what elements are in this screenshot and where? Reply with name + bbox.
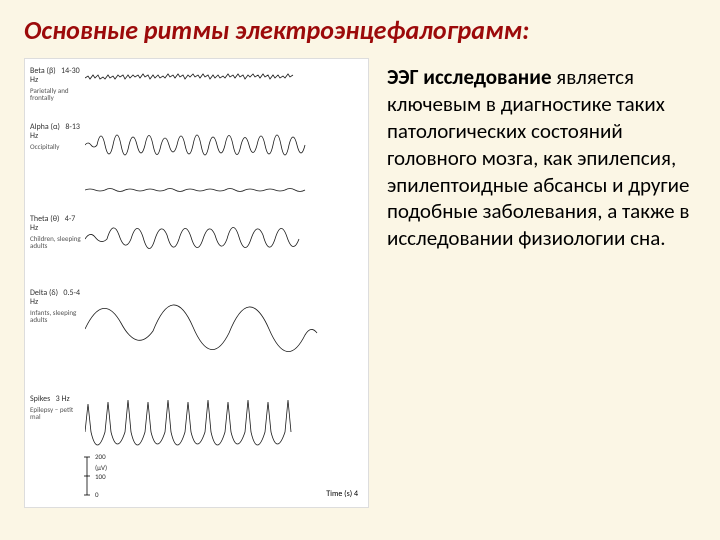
eeg-waveform xyxy=(85,289,323,364)
eeg-row-label: Delta (δ) 0.5-4 HzInfants, sleeping adul… xyxy=(30,289,82,324)
x-axis-label: Time (s) 4 xyxy=(326,489,358,499)
eeg-waveform xyxy=(85,67,323,94)
content-row: 200 (μV) 100 0 Time (s) 4 Beta (β) 14-30… xyxy=(24,58,696,508)
eeg-waveform xyxy=(85,395,323,474)
slide-title: Основные ритмы электроэнцефалограмм: xyxy=(24,14,696,46)
eeg-row-label: Theta (θ) 4-7 HzChildren, sleeping adult… xyxy=(30,215,82,250)
eeg-row-label: Beta (β) 14-30 HzParietally and frontall… xyxy=(30,67,82,102)
bold-lead: ЭЭГ исследование xyxy=(387,64,552,90)
eeg-row-label: Spikes 3 HzEpilepsy – petit mal xyxy=(30,395,82,421)
eeg-waveform xyxy=(85,123,323,172)
description-text: ЭЭГ исследование является ключевым в диа… xyxy=(387,58,696,508)
eeg-waveform xyxy=(85,181,323,204)
body-text: является ключевым в диагностике таких па… xyxy=(387,64,689,251)
scale-0: 0 xyxy=(95,490,99,499)
eeg-chart-panel: 200 (μV) 100 0 Time (s) 4 Beta (β) 14-30… xyxy=(24,58,369,508)
eeg-row-label: Alpha (α) 8-13 HzOccipitally xyxy=(30,123,82,150)
eeg-waveform xyxy=(85,215,323,268)
